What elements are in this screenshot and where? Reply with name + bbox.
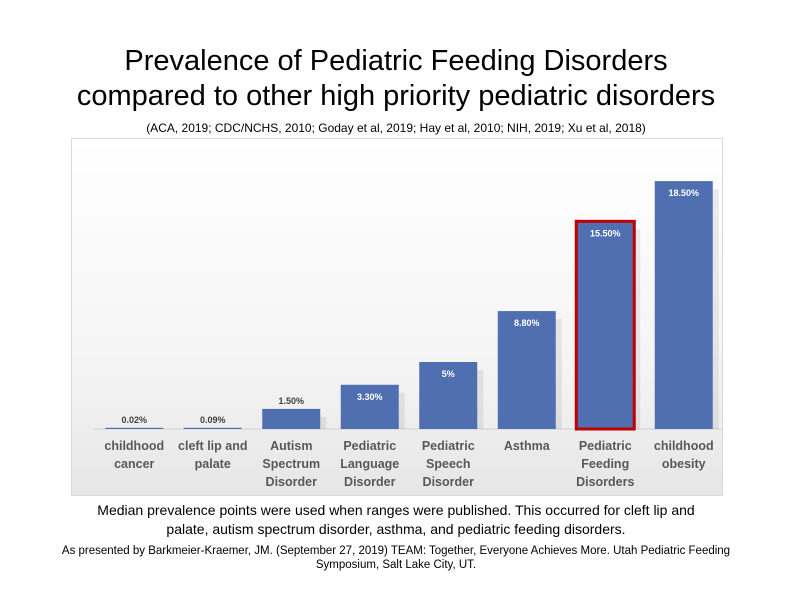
presentation-credit: As presented by Barkmeier-Kraemer, JM. (… [40, 544, 752, 572]
bar-asthma [497, 311, 556, 429]
category-label: Pediatric Language Disorder [340, 439, 399, 489]
category-label: childhood obesity [654, 439, 714, 471]
data-label: 5% [442, 369, 455, 379]
category-label: Pediatric Feeding Disorders [576, 439, 634, 489]
credit-line-2: Symposium, Salt Lake City, UT. [315, 559, 477, 571]
bar-pediatric-feeding-disorders [574, 219, 636, 431]
bar-childhood-cancer [105, 427, 164, 429]
bar-pediatric-language-disorder [340, 384, 399, 429]
category-label: childhood cancer [104, 439, 164, 471]
category-label: Asthma [504, 439, 551, 453]
bar-chart: 0.02% childhood cancer 0.09% cleft lip and pa… [93, 181, 722, 489]
credit-line-1: As presented by Barkmeier-Kraemer, JM. (… [61, 545, 731, 557]
title-line-2: compared to other high priority pediatri… [76, 80, 716, 112]
data-label: 0.09% [200, 415, 226, 425]
chart-area: 0.02% childhood cancer 0.09% cleft lip and pa… [71, 138, 723, 496]
bar-autism-spectrum-disorder [262, 408, 321, 429]
data-label: 0.02% [121, 415, 147, 425]
bar-childhood-obesity [654, 181, 713, 429]
median-note: Median prevalence points were used when … [60, 501, 732, 539]
sources-citation: (ACA, 2019; CDC/NCHS, 2010; Goday et al,… [146, 121, 646, 135]
data-label: 18.50% [668, 188, 699, 198]
bar-pediatric-speech-disorder [419, 362, 478, 429]
data-label: 3.30% [357, 392, 383, 402]
note-line-1: Median prevalence points were used when … [97, 502, 695, 518]
note-line-2: palate, autism spectrum disorder, asthma… [166, 521, 626, 537]
chart-title: Prevalence of Pediatric Feeding Disorder… [0, 44, 792, 114]
category-label: Autism Spectrum Disorder [262, 439, 320, 489]
category-label: Pediatric Speech Disorder [422, 439, 475, 489]
category-label: cleft lip and palate [178, 439, 247, 471]
title-line-1: Prevalence of Pediatric Feeding Disorder… [124, 45, 668, 77]
data-label: 15.50% [590, 228, 621, 238]
data-label: 8.80% [514, 318, 540, 328]
data-label: 1.50% [278, 396, 304, 406]
bar-cleft-lip-and-palate [183, 427, 242, 429]
